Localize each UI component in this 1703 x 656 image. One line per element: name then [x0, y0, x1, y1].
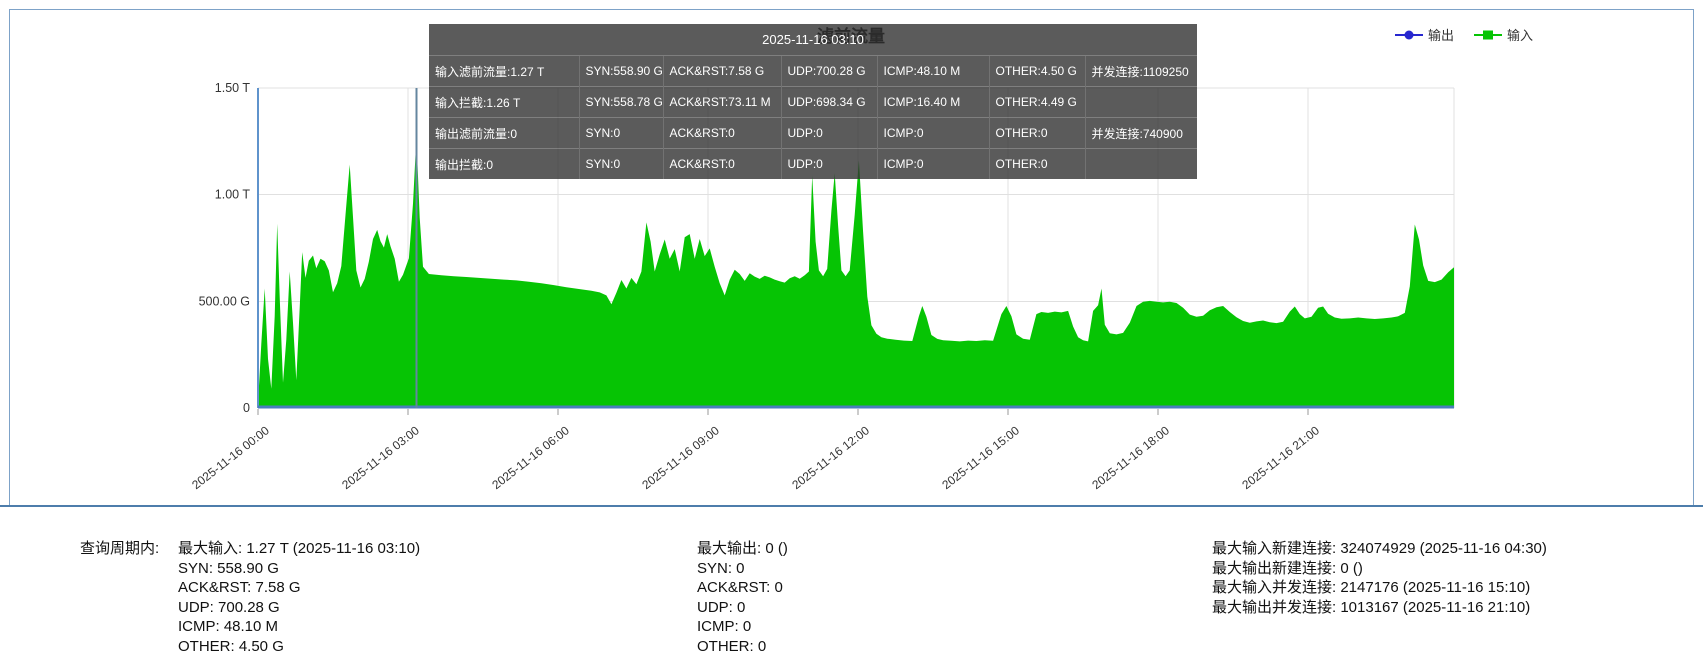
- summary-line: UDP: 700.28 G: [178, 598, 420, 618]
- tooltip-cell: ACK&RST:0: [663, 149, 781, 180]
- tooltip-cell: 输出滤前流量:0: [429, 118, 579, 149]
- x-tick-label: 2025-11-16 03:00: [339, 423, 422, 492]
- tooltip-cell: ACK&RST:7.58 G: [663, 56, 781, 87]
- tooltip-cell: ICMP:16.40 M: [877, 87, 989, 118]
- tooltip-cell: OTHER:0: [989, 149, 1085, 180]
- tooltip-cell: 输入拦截:1.26 T: [429, 87, 579, 118]
- tooltip-cell: SYN:558.90 G: [579, 56, 663, 87]
- summary-line: 最大输入新建连接: 324074929 (2025-11-16 04:30): [1212, 539, 1547, 559]
- summary-period-label: 查询周期内:: [80, 539, 159, 559]
- x-tick-label: 2025-11-16 06:00: [489, 423, 572, 492]
- input-line-square-icon: [1474, 29, 1502, 41]
- x-tick-label: 2025-11-16 09:00: [639, 423, 722, 492]
- tooltip-cell: OTHER:4.49 G: [989, 87, 1085, 118]
- tooltip-cell: ACK&RST:73.11 M: [663, 87, 781, 118]
- tooltip-cell: UDP:698.34 G: [781, 87, 877, 118]
- tooltip-cell: SYN:0: [579, 149, 663, 180]
- tooltip-cell: 并发连接:740900: [1085, 118, 1197, 149]
- y-tick-label: 1.50 T: [215, 81, 251, 95]
- x-tick-label: 2025-11-16 00:00: [189, 423, 272, 492]
- summary-line: SYN: 558.90 G: [178, 559, 420, 579]
- legend-item-input[interactable]: 输入: [1474, 25, 1533, 44]
- x-tick-label: 2025-11-16 18:00: [1089, 423, 1172, 492]
- summary-line: 最大输入并发连接: 2147176 (2025-11-16 15:10): [1212, 578, 1547, 598]
- x-tick-label: 2025-11-16 15:00: [939, 423, 1022, 492]
- tooltip-cell: [1085, 87, 1197, 118]
- tooltip-cell: ICMP:48.10 M: [877, 56, 989, 87]
- summary-line: 最大输出新建连接: 0 (): [1212, 559, 1547, 579]
- tooltip-cell: ICMP:0: [877, 118, 989, 149]
- tooltip-cell: SYN:558.78 G: [579, 87, 663, 118]
- tooltip-cell: ICMP:0: [877, 149, 989, 180]
- summary-line: 最大输出: 0 (): [697, 539, 788, 559]
- summary-line: ICMP: 0: [697, 617, 788, 637]
- summary-line: OTHER: 4.50 G: [178, 637, 420, 656]
- tooltip-cell: OTHER:4.50 G: [989, 56, 1085, 87]
- summary-line: 最大输入: 1.27 T (2025-11-16 03:10): [178, 539, 420, 559]
- tooltip-cell: ACK&RST:0: [663, 118, 781, 149]
- panel-bottom-separator: [0, 505, 1703, 507]
- output-line-dot-icon: [1395, 29, 1423, 41]
- legend-label: 输入: [1507, 25, 1533, 44]
- summary-line: ACK&RST: 7.58 G: [178, 578, 420, 598]
- summary-line: SYN: 0: [697, 559, 788, 579]
- y-tick-label: 1.00 T: [215, 188, 251, 202]
- tooltip-cell: UDP:700.28 G: [781, 56, 877, 87]
- tooltip-cell: 输入滤前流量:1.27 T: [429, 56, 579, 87]
- x-tick-label: 2025-11-16 12:00: [789, 423, 872, 492]
- tooltip-cell: UDP:0: [781, 118, 877, 149]
- summary-line: ACK&RST: 0: [697, 578, 788, 598]
- legend-item-output[interactable]: 输出: [1395, 25, 1454, 44]
- tooltip-cell: SYN:0: [579, 118, 663, 149]
- summary-line: ICMP: 48.10 M: [178, 617, 420, 637]
- x-tick-label: 2025-11-16 21:00: [1239, 423, 1322, 492]
- tooltip-cell: OTHER:0: [989, 118, 1085, 149]
- legend-label: 输出: [1428, 25, 1454, 44]
- tooltip-cell: 并发连接:1109250: [1085, 56, 1197, 87]
- summary-line: UDP: 0: [697, 598, 788, 618]
- tooltip-timestamp: 2025-11-16 03:10: [429, 24, 1197, 55]
- summary-line: OTHER: 0: [697, 637, 788, 656]
- y-tick-label: 500.00 G: [199, 294, 250, 308]
- tooltip-cell: UDP:0: [781, 149, 877, 180]
- y-tick-label: 0: [243, 401, 250, 415]
- summary-col-connections: 最大输入新建连接: 324074929 (2025-11-16 04:30)最大…: [1212, 539, 1547, 617]
- summary-line: 最大输出并发连接: 1013167 (2025-11-16 21:10): [1212, 598, 1547, 618]
- summary-col-max-input: 最大输入: 1.27 T (2025-11-16 03:10)SYN: 558.…: [178, 539, 420, 656]
- chart-legend: 输出 输入: [1395, 25, 1533, 44]
- tooltip-cell: 输出拦截:0: [429, 149, 579, 180]
- tooltip-cell: [1085, 149, 1197, 180]
